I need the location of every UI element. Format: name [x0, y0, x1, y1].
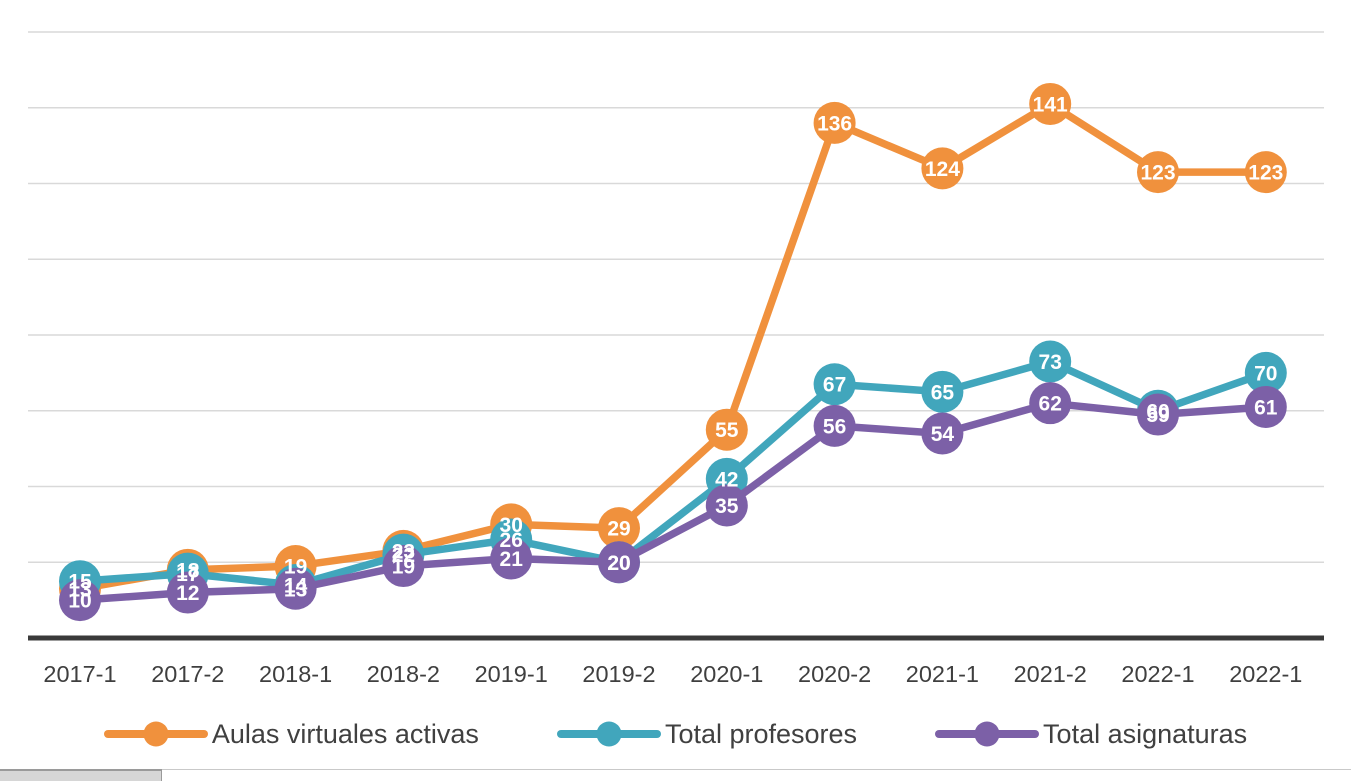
x-axis-label: 2022-1	[1121, 661, 1194, 687]
scroll-corner	[0, 769, 162, 781]
data-label: 61	[1254, 396, 1278, 419]
data-label: 21	[500, 548, 524, 571]
data-label: 19	[284, 556, 307, 579]
data-point-marker[interactable]	[1137, 151, 1179, 194]
data-label: 30	[500, 514, 523, 537]
data-label: 15	[68, 571, 92, 594]
data-label: 70	[1254, 362, 1277, 385]
data-label: 62	[1039, 393, 1062, 416]
data-label: 55	[715, 419, 739, 442]
x-axis-label: 2021-1	[906, 661, 979, 687]
data-label: 13	[68, 578, 91, 601]
data-point-marker[interactable]	[1029, 82, 1072, 125]
data-label: 60	[1146, 400, 1169, 423]
data-point-marker[interactable]	[274, 567, 317, 610]
legend-item-total-profesores[interactable]: Total profesores	[556, 718, 858, 750]
data-point-marker[interactable]	[813, 101, 856, 144]
data-label: 136	[817, 112, 852, 135]
legend-line-marker-icon	[935, 721, 1040, 747]
data-label: 22	[392, 544, 415, 567]
data-label: 65	[931, 381, 955, 404]
data-point-marker[interactable]	[1137, 393, 1179, 436]
data-point-marker[interactable]	[490, 537, 533, 580]
x-axis-label: 2018-1	[259, 661, 332, 687]
data-label: 123	[1140, 162, 1175, 185]
data-label: 59	[1146, 404, 1169, 427]
data-label: 13	[284, 578, 307, 601]
data-label: 23	[392, 540, 415, 563]
data-point-marker[interactable]	[598, 541, 640, 584]
data-point-marker[interactable]	[813, 363, 856, 406]
legend-line-marker-icon	[103, 721, 208, 747]
x-axis-label: 2019-2	[582, 661, 655, 687]
data-point-marker[interactable]	[1244, 351, 1287, 394]
legend-item-aulas-virtuales-activas[interactable]: Aulas virtuales activas	[103, 718, 479, 750]
x-axis-label: 2018-2	[367, 661, 440, 687]
data-label: 42	[715, 468, 738, 491]
x-axis-label: 2022-1	[1229, 661, 1302, 687]
legend-label: Total asignaturas	[1043, 718, 1248, 749]
data-point-marker[interactable]	[921, 147, 964, 190]
data-point-marker[interactable]	[1244, 151, 1287, 194]
legend-item-total-asignaturas[interactable]: Total asignaturas	[935, 719, 1247, 750]
data-label: 14	[284, 574, 308, 597]
x-axis-label: 2020-1	[690, 661, 763, 687]
window-bottom-edge	[0, 769, 1351, 782]
data-label: 12	[176, 582, 199, 605]
data-label: 10	[68, 590, 91, 613]
data-label: 124	[925, 158, 960, 181]
x-axis-label: 2019-1	[475, 661, 548, 687]
data-point-marker[interactable]	[1029, 382, 1072, 425]
data-label: 18	[176, 559, 200, 582]
data-point-marker[interactable]	[705, 484, 748, 527]
data-label: 26	[500, 529, 523, 552]
data-point-marker[interactable]	[921, 370, 964, 413]
data-point-marker[interactable]	[59, 579, 101, 622]
data-label: 20	[607, 552, 630, 575]
legend-label: Total profesores	[664, 718, 858, 749]
data-point-marker[interactable]	[813, 404, 856, 447]
data-label: 29	[607, 518, 630, 541]
data-label: 56	[823, 415, 846, 438]
data-label: 54	[931, 423, 955, 446]
data-label: 19	[392, 556, 415, 579]
x-axis-label: 2021-2	[1014, 661, 1087, 687]
line-chart[interactable]: 13 18 19 23 30 29 55 136 124 141 123 123 15 17 14 22 26 2…	[0, 0, 1351, 700]
data-point-marker[interactable]	[1029, 340, 1072, 383]
data-point-marker[interactable]	[382, 545, 425, 588]
data-label: 67	[823, 374, 846, 397]
series-line	[76, 357, 1270, 589]
legend-line-marker-icon	[556, 721, 661, 747]
data-label: 123	[1248, 162, 1283, 185]
data-label: 73	[1039, 351, 1062, 374]
x-axis-label: 2017-2	[151, 661, 224, 687]
x-axis-label: 2017-1	[43, 661, 116, 687]
data-point-marker[interactable]	[166, 571, 209, 614]
data-point-marker[interactable]	[921, 412, 964, 455]
data-label: 17	[176, 563, 199, 586]
data-label: 35	[715, 495, 739, 518]
data-point-marker[interactable]	[1244, 385, 1287, 428]
legend-label: Aulas virtuales activas	[211, 718, 479, 749]
data-label: 141	[1033, 93, 1068, 116]
data-label: 20	[607, 552, 630, 575]
data-point-marker[interactable]	[598, 507, 640, 550]
chart-legend: Aulas virtuales activas Total profesores…	[0, 712, 1351, 756]
x-axis-label: 2020-2	[798, 661, 871, 687]
data-point-marker[interactable]	[705, 408, 748, 451]
pane-border	[162, 769, 1351, 781]
